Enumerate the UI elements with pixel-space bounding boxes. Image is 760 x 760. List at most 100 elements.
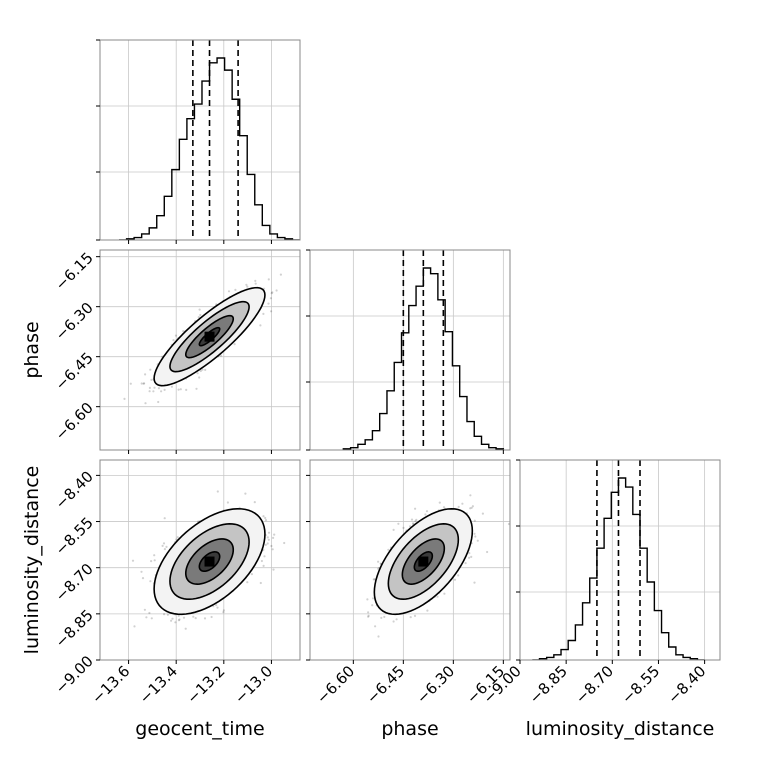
scatter-point <box>271 291 274 294</box>
scatter-point <box>397 522 400 525</box>
scatter-point <box>174 621 177 624</box>
panel-luminosity_distance-vs-phase <box>306 459 511 664</box>
panel-frame <box>99 249 301 451</box>
x-tick-label: −13.4 <box>136 662 181 707</box>
scatter-point <box>259 581 262 585</box>
contour-level <box>373 507 474 616</box>
scatter-point <box>267 531 271 534</box>
y-tick-label: −9.00 <box>52 652 97 697</box>
x-tick-label: −6.30 <box>413 662 458 707</box>
panel-phase-vs-phase <box>306 249 511 454</box>
scatter-point <box>148 390 151 393</box>
scatter-point <box>426 609 429 612</box>
x-axis-label-geocent_time: geocent_time <box>135 718 264 740</box>
scatter-point <box>144 402 147 405</box>
scatter-point <box>172 339 175 342</box>
scatter-point <box>392 528 395 532</box>
scatter-point <box>141 577 145 580</box>
scatter-point <box>153 559 156 562</box>
scatter-point <box>196 372 199 375</box>
scatter-point <box>192 615 195 618</box>
y-tick-label: −6.45 <box>52 349 97 394</box>
x-tick-label: −8.55 <box>618 662 663 707</box>
scatter-point <box>163 548 166 551</box>
scatter-point <box>471 505 474 508</box>
scatter-point <box>473 519 476 522</box>
scatter-point <box>142 382 145 385</box>
scatter-point <box>273 533 276 536</box>
scatter-point <box>366 598 369 601</box>
scatter-point <box>275 289 278 292</box>
panel-content <box>131 490 286 630</box>
scatter-point <box>163 613 166 616</box>
scatter-point <box>152 390 155 393</box>
scatter-point <box>198 308 201 311</box>
y-axis-label-luminosity_distance: luminosity_distance <box>21 466 43 655</box>
scatter-point <box>476 539 479 542</box>
scatter-point <box>412 522 415 525</box>
panel-geocent_time-vs-geocent_time <box>96 39 301 244</box>
scatter-point <box>197 316 200 319</box>
scatter-point <box>253 501 256 504</box>
scatter-point <box>377 635 380 638</box>
scatter-point <box>171 617 174 620</box>
scatter-point <box>165 545 168 549</box>
scatter-point <box>143 608 146 611</box>
scatter-point <box>250 573 253 576</box>
scatter-point <box>371 604 374 607</box>
scatter-point <box>246 581 249 584</box>
scatter-point <box>415 518 418 522</box>
y-tick-label: −8.55 <box>52 514 97 559</box>
scatter-point <box>267 278 270 281</box>
scatter-point <box>162 542 166 545</box>
scatter-point <box>195 387 198 390</box>
scatter-point <box>210 615 213 619</box>
contour-level <box>401 538 446 585</box>
panel-frame <box>99 459 301 661</box>
scatter-point <box>129 382 132 385</box>
scatter-point <box>267 538 270 541</box>
scatter-point <box>144 373 147 376</box>
scatter-point <box>266 542 269 545</box>
scatter-point <box>481 512 484 515</box>
panel-luminosity_distance-vs-luminosity_distance <box>516 459 721 664</box>
scatter-point <box>131 559 135 562</box>
scatter-point <box>179 388 182 391</box>
scatter-point <box>143 382 146 385</box>
scatter-point <box>436 595 439 598</box>
contour-level <box>184 538 235 585</box>
scatter-point <box>373 578 376 581</box>
scatter-point <box>264 519 268 522</box>
panel-luminosity_distance-vs-geocent_time <box>96 459 301 664</box>
contour-level <box>413 551 434 573</box>
scatter-point <box>473 581 476 584</box>
scatter-point <box>153 386 156 389</box>
scatter-point <box>283 541 286 545</box>
scatter-point <box>443 592 446 595</box>
scatter-point <box>222 611 225 614</box>
scatter-point <box>233 343 236 346</box>
scatter-point <box>215 604 218 607</box>
scatter-point <box>264 543 267 547</box>
scatter-point <box>270 310 273 313</box>
scatter-point <box>264 516 267 520</box>
contour-level <box>153 507 266 616</box>
scatter-point <box>367 615 370 618</box>
scatter-point <box>182 616 186 619</box>
x-tick-label: −13.0 <box>231 662 276 707</box>
scatter-point <box>267 302 270 305</box>
scatter-point <box>262 564 265 568</box>
scatter-point <box>457 505 460 508</box>
y-tick-label: −8.85 <box>52 606 97 651</box>
scatter-point <box>468 552 471 555</box>
scatter-point <box>185 388 188 391</box>
scatter-point <box>150 560 153 563</box>
scatter-point <box>486 550 489 554</box>
scatter-point <box>160 390 163 393</box>
x-tick-label: −6.60 <box>313 662 358 707</box>
x-tick-label: −13.6 <box>88 662 133 707</box>
scatter-point <box>425 510 429 513</box>
scatter-point <box>409 616 412 619</box>
scatter-point <box>177 619 180 622</box>
